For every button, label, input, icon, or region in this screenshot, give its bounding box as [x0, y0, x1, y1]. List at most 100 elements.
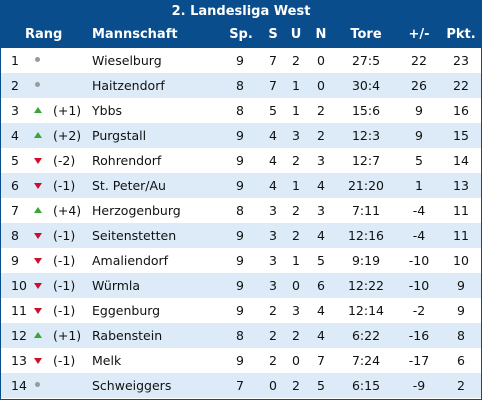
table-row[interactable]: 6 (-1) St. Peter/Au 9 4 1 4 21:20 1 13	[1, 173, 481, 198]
games-played: 9	[236, 278, 244, 293]
losses: 0	[317, 78, 325, 93]
team-name[interactable]: Ybbs	[92, 103, 123, 118]
points: 9	[457, 278, 465, 293]
games-played: 8	[236, 78, 244, 93]
goal-diff: -16	[408, 328, 430, 343]
points: 10	[453, 253, 469, 268]
table-row[interactable]: 4 (+2) Purgstall 9 4 3 2 12:3 9 15	[1, 123, 481, 148]
arrow-down-icon	[34, 258, 42, 264]
games-played: 9	[236, 153, 244, 168]
goals: 6:22	[351, 328, 381, 343]
goals: 12:3	[351, 128, 381, 143]
table-row[interactable]: 10 (-1) Würmla 9 3 0 6 12:22 -10 9	[1, 273, 481, 298]
goal-diff: 22	[411, 53, 427, 68]
games-played: 8	[236, 328, 244, 343]
draws: 2	[292, 153, 300, 168]
table-row[interactable]: 2 Haitzendorf 8 7 1 0 30:4 26 22	[1, 73, 481, 98]
team-name[interactable]: Rohrendorf	[92, 153, 162, 168]
draws: 1	[292, 253, 300, 268]
table-row[interactable]: 9 (-1) Amaliendorf 9 3 1 5 9:19 -10 10	[1, 248, 481, 273]
games-played: 9	[236, 228, 244, 243]
rank-change: (+2)	[53, 128, 82, 143]
arrow-down-icon	[34, 358, 42, 364]
losses: 4	[317, 178, 325, 193]
table-row[interactable]: 8 (-1) Seitenstetten 9 3 2 4 12:16 -4 11	[1, 223, 481, 248]
rank-change: (+4)	[53, 203, 82, 218]
losses: 5	[317, 253, 325, 268]
losses: 7	[317, 353, 325, 368]
rank-change: (-2)	[53, 153, 76, 168]
trend-indicator	[32, 298, 44, 323]
team-name[interactable]: Rabenstein	[92, 328, 163, 343]
wins: 2	[269, 328, 277, 343]
table-row[interactable]: 7 (+4) Herzogenburg 8 3 2 3 7:11 -4 11	[1, 198, 481, 223]
rank-change: (-1)	[53, 303, 76, 318]
table-row[interactable]: 11 (-1) Eggenburg 9 2 3 4 12:14 -2 9	[1, 298, 481, 323]
header-goal-diff[interactable]: +/-	[408, 27, 430, 42]
table-row[interactable]: 1 Wieselburg 9 7 2 0 27:5 22 23	[1, 48, 481, 73]
team-name[interactable]: Melk	[92, 353, 122, 368]
trend-indicator	[32, 373, 44, 398]
header-team[interactable]: Mannschaft	[92, 27, 178, 42]
table-row[interactable]: 3 (+1) Ybbs 8 5 1 2 15:6 9 16	[1, 98, 481, 123]
arrow-down-icon	[34, 233, 42, 239]
trend-indicator	[32, 73, 44, 98]
goal-diff: -17	[408, 353, 430, 368]
points: 2	[457, 378, 465, 393]
games-played: 9	[236, 303, 244, 318]
team-name[interactable]: Amaliendorf	[92, 253, 169, 268]
dot-icon	[35, 382, 40, 387]
header-games[interactable]: Sp.	[229, 27, 253, 42]
rank: 14	[11, 378, 27, 393]
table-row[interactable]: 12 (+1) Rabenstein 8 2 2 4 6:22 -16 8	[1, 323, 481, 348]
header-goals[interactable]: Tore	[350, 27, 382, 42]
header-points[interactable]: Pkt.	[446, 27, 476, 42]
rank-change: (-1)	[53, 228, 76, 243]
rank: 1	[11, 53, 19, 68]
team-name[interactable]: Haitzendorf	[92, 78, 165, 93]
table-row[interactable]: 5 (-2) Rohrendorf 9 4 2 3 12:7 5 14	[1, 148, 481, 173]
rank-change: (-1)	[53, 253, 76, 268]
rank: 2	[11, 78, 19, 93]
points: 16	[453, 103, 469, 118]
table-row[interactable]: 14 Schweiggers 7 0 2 5 6:15 -9 2	[1, 373, 481, 398]
header-wins[interactable]: S	[268, 27, 278, 42]
draws: 1	[292, 103, 300, 118]
team-name[interactable]: Wieselburg	[92, 53, 162, 68]
header-losses[interactable]: N	[315, 27, 327, 42]
table-row[interactable]: 13 (-1) Melk 9 2 0 7 7:24 -17 6	[1, 348, 481, 373]
team-name[interactable]: Purgstall	[92, 128, 147, 143]
team-name[interactable]: Eggenburg	[92, 303, 161, 318]
arrow-up-icon	[34, 132, 42, 138]
goal-diff: 5	[415, 153, 423, 168]
wins: 7	[269, 53, 277, 68]
table-body: 1 Wieselburg 9 7 2 0 27:5 22 23 2 Haitzendorf 8 7 1 0 3…	[1, 48, 481, 398]
goal-diff: 9	[415, 103, 423, 118]
losses: 2	[317, 103, 325, 118]
team-name[interactable]: Herzogenburg	[92, 203, 181, 218]
header-rang[interactable]: Rang	[25, 27, 63, 42]
goals: 7:24	[351, 353, 381, 368]
games-played: 9	[236, 53, 244, 68]
team-name[interactable]: Würmla	[92, 278, 141, 293]
trend-indicator	[32, 323, 44, 348]
team-name[interactable]: Seitenstetten	[92, 228, 177, 243]
losses: 3	[317, 203, 325, 218]
wins: 3	[269, 278, 277, 293]
team-name[interactable]: Schweiggers	[92, 378, 172, 393]
trend-indicator	[32, 198, 44, 223]
trend-indicator	[32, 48, 44, 73]
points: 13	[453, 178, 469, 193]
rank-change: (+1)	[53, 103, 82, 118]
goals: 12:22	[347, 278, 385, 293]
header-draws[interactable]: U	[290, 27, 302, 42]
team-name[interactable]: St. Peter/Au	[92, 178, 166, 193]
arrow-down-icon	[34, 283, 42, 289]
wins: 0	[269, 378, 277, 393]
rank: 3	[11, 103, 19, 118]
rank: 13	[11, 353, 27, 368]
arrow-up-icon	[34, 107, 42, 113]
games-played: 8	[236, 203, 244, 218]
rank: 12	[11, 328, 27, 343]
